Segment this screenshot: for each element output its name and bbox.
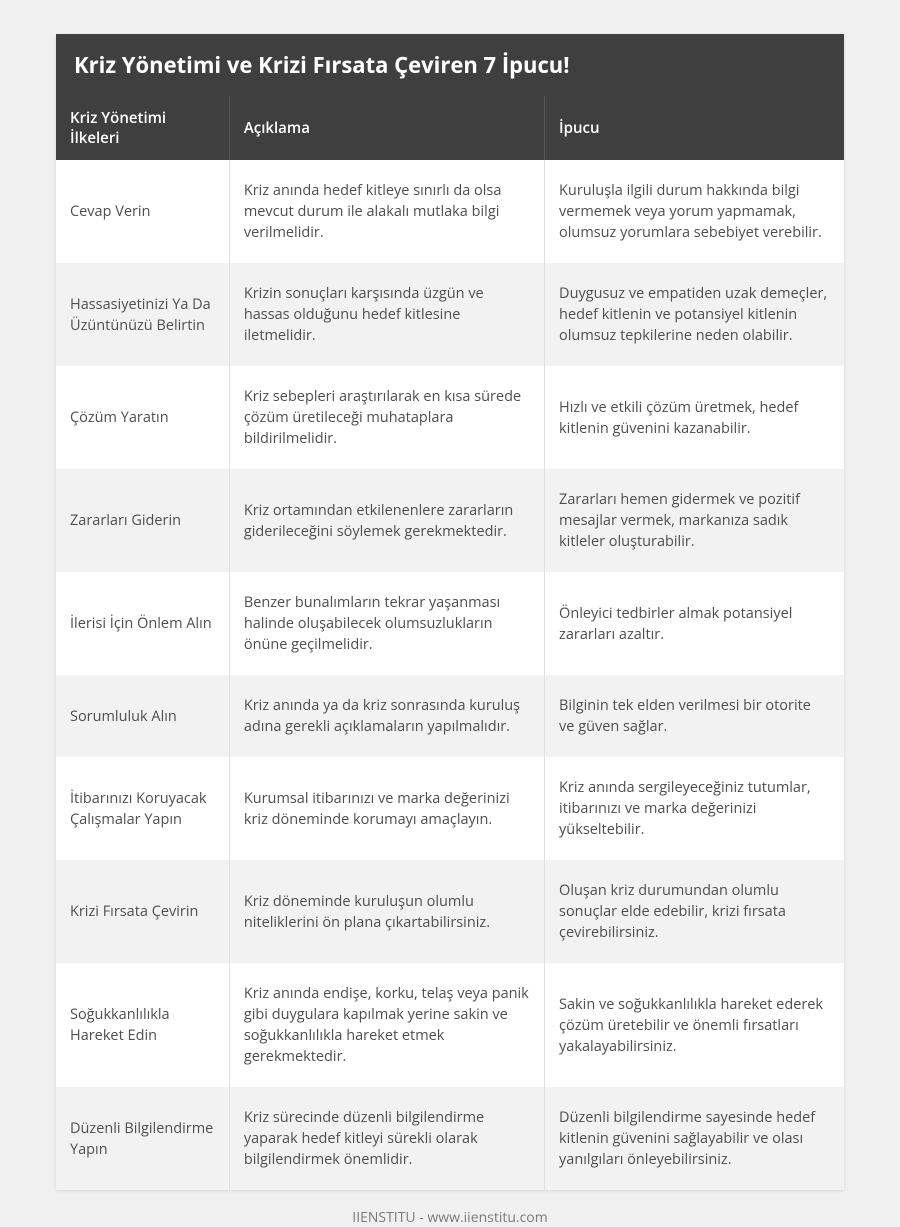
- table-row: Zararları GiderinKriz ortamından etkilen…: [56, 469, 844, 572]
- cell-description: Kurumsal itibarınızı ve marka değerinizi…: [229, 757, 544, 860]
- cell-tip: Sakin ve soğukkanlılıkla hareket ederek …: [545, 963, 844, 1087]
- page-footer: IIENSTITU - www.iienstitu.com: [56, 1190, 844, 1227]
- cell-description: Kriz döneminde kuruluşun olumlu nitelikl…: [229, 860, 544, 963]
- cell-tip: Kuruluşla ilgili durum hakkında bilgi ve…: [545, 160, 844, 263]
- cell-tip: Kriz anında sergileyeceğiniz tutumlar, i…: [545, 757, 844, 860]
- table-row: İtibarınızı Koruyacak Çalışmalar YapınKu…: [56, 757, 844, 860]
- page-title: Kriz Yönetimi ve Krizi Fırsata Çeviren 7…: [56, 34, 844, 96]
- cell-principle: Krizi Fırsata Çevirin: [56, 860, 229, 963]
- cell-description: Kriz anında endişe, korku, telaş veya pa…: [229, 963, 544, 1087]
- col-header-principle: Kriz Yönetimi İlkeleri: [56, 96, 229, 160]
- cell-principle: Düzenli Bilgilendirme Yapın: [56, 1087, 229, 1190]
- cell-principle: Sorumluluk Alın: [56, 675, 229, 757]
- cell-description: Kriz sürecinde düzenli bilgilendirme yap…: [229, 1087, 544, 1190]
- table-row: Soğukkanlılıkla Hareket EdinKriz anında …: [56, 963, 844, 1087]
- col-header-description: Açıklama: [229, 96, 544, 160]
- table-row: Cevap VerinKriz anında hedef kitleye sın…: [56, 160, 844, 263]
- table-header-row: Kriz Yönetimi İlkeleri Açıklama İpucu: [56, 96, 844, 160]
- col-header-tip: İpucu: [545, 96, 844, 160]
- cell-tip: Duygusuz ve empatiden uzak demeçler, hed…: [545, 263, 844, 366]
- table-row: Sorumluluk AlınKriz anında ya da kriz so…: [56, 675, 844, 757]
- cell-principle: İlerisi İçin Önlem Alın: [56, 572, 229, 675]
- cell-principle: Hassasiyetinizi Ya Da Üzüntünüzü Belirti…: [56, 263, 229, 366]
- table-row: Çözüm YaratınKriz sebepleri araştırılara…: [56, 366, 844, 469]
- table-row: Hassasiyetinizi Ya Da Üzüntünüzü Belirti…: [56, 263, 844, 366]
- cell-tip: Zararları hemen gidermek ve pozitif mesa…: [545, 469, 844, 572]
- cell-principle: Çözüm Yaratın: [56, 366, 229, 469]
- crisis-table: Kriz Yönetimi İlkeleri Açıklama İpucu Ce…: [56, 96, 844, 1190]
- cell-principle: Cevap Verin: [56, 160, 229, 263]
- cell-tip: Hızlı ve etkili çözüm üretmek, hedef kit…: [545, 366, 844, 469]
- table-row: İlerisi İçin Önlem AlınBenzer bunalımlar…: [56, 572, 844, 675]
- cell-principle: İtibarınızı Koruyacak Çalışmalar Yapın: [56, 757, 229, 860]
- cell-description: Kriz anında ya da kriz sonrasında kurulu…: [229, 675, 544, 757]
- cell-principle: Zararları Giderin: [56, 469, 229, 572]
- cell-tip: Önleyici tedbirler almak potansiyel zara…: [545, 572, 844, 675]
- table-row: Düzenli Bilgilendirme YapınKriz sürecind…: [56, 1087, 844, 1190]
- cell-description: Kriz ortamından etkilenenlere zararların…: [229, 469, 544, 572]
- cell-tip: Oluşan kriz durumundan olumlu sonuçlar e…: [545, 860, 844, 963]
- cell-description: Krizin sonuçları karşısında üzgün ve has…: [229, 263, 544, 366]
- cell-description: Benzer bunalımların tekrar yaşanması hal…: [229, 572, 544, 675]
- cell-principle: Soğukkanlılıkla Hareket Edin: [56, 963, 229, 1087]
- cell-tip: Bilginin tek elden verilmesi bir otorite…: [545, 675, 844, 757]
- cell-tip: Düzenli bilgilendirme sayesinde hedef ki…: [545, 1087, 844, 1190]
- cell-description: Kriz sebepleri araştırılarak en kısa sür…: [229, 366, 544, 469]
- table-container: Kriz Yönetimi ve Krizi Fırsata Çeviren 7…: [56, 34, 844, 1190]
- cell-description: Kriz anında hedef kitleye sınırlı da ols…: [229, 160, 544, 263]
- table-row: Krizi Fırsata ÇevirinKriz döneminde kuru…: [56, 860, 844, 963]
